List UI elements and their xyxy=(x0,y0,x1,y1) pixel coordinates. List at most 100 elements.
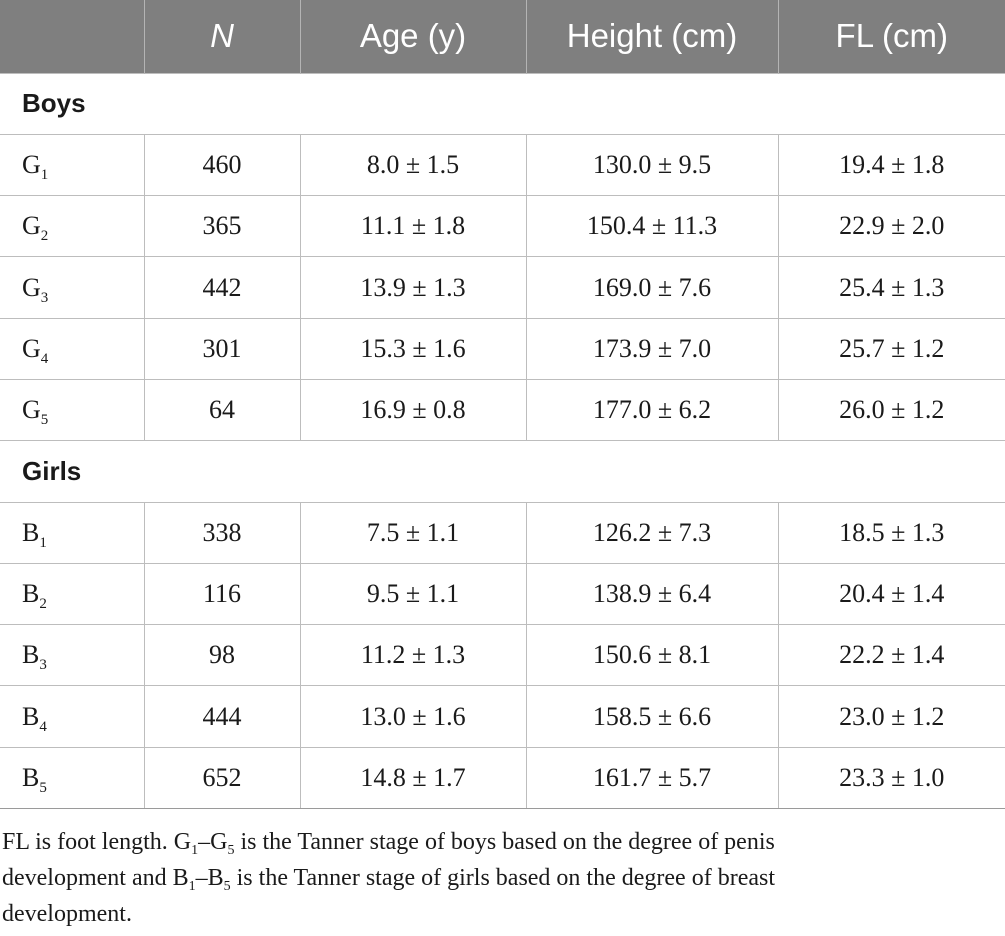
stage-number: 5 xyxy=(39,779,47,796)
table-row: G1 460 8.0 ± 1.5 130.0 ± 9.5 19.4 ± 1.8 xyxy=(0,133,1005,197)
height-cell: 158.5 ± 6.6 xyxy=(525,685,779,748)
footnote-subscript: 5 xyxy=(227,843,235,858)
results-table: N Age (y) Height (cm) FL (cm) Boys G1 460 8… xyxy=(0,0,1005,810)
section-row: Boys xyxy=(0,72,1005,135)
stage-cell: B4 xyxy=(0,685,145,748)
stage-letter: G xyxy=(22,333,41,363)
stage-cell: G1 xyxy=(0,133,145,197)
n-cell: 301 xyxy=(143,317,301,380)
stage-cell: G5 xyxy=(0,378,145,442)
age-cell: 9.5 ± 1.1 xyxy=(299,562,527,626)
footnote-subscript: 5 xyxy=(223,879,231,894)
age-cell: 11.2 ± 1.3 xyxy=(299,624,527,687)
n-cell: 460 xyxy=(143,133,301,197)
fl-cell: 22.2 ± 1.4 xyxy=(777,624,1005,687)
age-cell: 13.9 ± 1.3 xyxy=(299,256,527,319)
stage-number: 3 xyxy=(39,657,47,674)
fl-cell: 23.0 ± 1.2 xyxy=(777,685,1005,748)
n-cell: 444 xyxy=(143,685,301,748)
footnote-line: FL is foot length. G1–G5 is the Tanner s… xyxy=(2,824,992,860)
stage-letter: G xyxy=(22,211,41,241)
header-n: N xyxy=(143,0,300,73)
stage-number: 4 xyxy=(39,718,47,735)
footnote-text: is the Tanner stage of girls based on th… xyxy=(230,865,775,891)
table-row: G3 442 13.9 ± 1.3 169.0 ± 7.6 25.4 ± 1.3 xyxy=(0,256,1005,319)
footnote-subscript: 1 xyxy=(191,843,199,858)
n-cell: 98 xyxy=(143,624,301,687)
fl-cell: 26.0 ± 1.2 xyxy=(777,378,1005,442)
table-row: G4 301 15.3 ± 1.6 173.9 ± 7.0 25.7 ± 1.2 xyxy=(0,317,1005,380)
footnote-text: –G xyxy=(198,829,228,855)
header-fl: FL (cm) xyxy=(777,0,1005,73)
height-cell: 138.9 ± 6.4 xyxy=(525,562,779,626)
stage-cell: B3 xyxy=(0,624,145,687)
footnote-text: development and B xyxy=(2,865,189,891)
age-cell: 16.9 ± 0.8 xyxy=(299,378,527,442)
footnote-text: development. xyxy=(2,901,132,927)
table-row: B2 116 9.5 ± 1.1 138.9 ± 6.4 20.4 ± 1.4 xyxy=(0,562,1005,626)
height-cell: 150.6 ± 8.1 xyxy=(525,624,779,687)
footnote: FL is foot length. G1–G5 is the Tanner s… xyxy=(2,824,992,932)
section-title: Girls xyxy=(0,440,1005,503)
n-cell: 64 xyxy=(143,378,301,442)
stage-cell: B1 xyxy=(0,501,145,564)
fl-cell: 20.4 ± 1.4 xyxy=(777,562,1005,626)
n-cell: 652 xyxy=(143,746,301,810)
stage-number: 3 xyxy=(40,289,49,306)
height-cell: 161.7 ± 5.7 xyxy=(525,746,779,810)
stage-number: 4 xyxy=(40,350,49,367)
table-row: B5 652 14.8 ± 1.7 161.7 ± 5.7 23.3 ± 1.0 xyxy=(0,746,1005,810)
stage-letter: B xyxy=(22,701,40,731)
header-stage xyxy=(0,0,144,73)
n-cell: 365 xyxy=(143,195,301,258)
stage-letter: B xyxy=(22,762,40,792)
stage-letter: B xyxy=(22,640,40,670)
age-cell: 11.1 ± 1.8 xyxy=(299,195,527,258)
fl-cell: 18.5 ± 1.3 xyxy=(777,501,1005,564)
height-cell: 130.0 ± 9.5 xyxy=(525,133,779,197)
age-cell: 14.8 ± 1.7 xyxy=(299,746,527,810)
fl-cell: 25.4 ± 1.3 xyxy=(777,256,1005,319)
stage-number: 2 xyxy=(39,596,47,613)
footnote-subscript: 1 xyxy=(188,879,196,894)
section-title: Boys xyxy=(0,72,1005,135)
fl-cell: 25.7 ± 1.2 xyxy=(777,317,1005,380)
age-cell: 7.5 ± 1.1 xyxy=(299,501,527,564)
footnote-line: development. xyxy=(2,896,992,932)
table-row: G5 64 16.9 ± 0.8 177.0 ± 6.2 26.0 ± 1.2 xyxy=(0,378,1005,442)
fl-cell: 23.3 ± 1.0 xyxy=(777,746,1005,810)
fl-cell: 19.4 ± 1.8 xyxy=(777,133,1005,197)
header-row: N Age (y) Height (cm) FL (cm) xyxy=(0,0,1005,73)
table-row: B1 338 7.5 ± 1.1 126.2 ± 7.3 18.5 ± 1.3 xyxy=(0,501,1005,564)
footnote-text: is the Tanner stage of boys based on the… xyxy=(234,829,775,855)
height-cell: 177.0 ± 6.2 xyxy=(525,378,779,442)
footnote-text: FL is foot length. G xyxy=(2,829,192,855)
stage-letter: G xyxy=(22,272,41,302)
table-body: Boys G1 460 8.0 ± 1.5 130.0 ± 9.5 19.4 ± 1.8 G… xyxy=(0,72,1005,810)
stage-letter: G xyxy=(22,395,41,425)
stage-cell: G4 xyxy=(0,317,145,380)
stage-cell: G2 xyxy=(0,195,145,258)
age-cell: 15.3 ± 1.6 xyxy=(299,317,527,380)
table-row: B4 444 13.0 ± 1.6 158.5 ± 6.6 23.0 ± 1.2 xyxy=(0,685,1005,748)
age-cell: 13.0 ± 1.6 xyxy=(299,685,527,748)
height-cell: 150.4 ± 11.3 xyxy=(525,195,779,258)
height-cell: 126.2 ± 7.3 xyxy=(525,501,779,564)
n-cell: 338 xyxy=(143,501,301,564)
stage-number: 1 xyxy=(39,534,47,551)
stage-number: 2 xyxy=(40,228,49,245)
stage-cell: B2 xyxy=(0,562,145,626)
height-cell: 173.9 ± 7.0 xyxy=(525,317,779,380)
stage-number: 5 xyxy=(40,412,49,429)
table-row: B3 98 11.2 ± 1.3 150.6 ± 8.1 22.2 ± 1.4 xyxy=(0,624,1005,687)
stage-letter: B xyxy=(22,517,40,547)
stage-cell: G3 xyxy=(0,256,145,319)
footnote-text: –B xyxy=(195,865,224,891)
stage-letter: G xyxy=(22,149,41,179)
stage-cell: B5 xyxy=(0,746,145,810)
n-cell: 116 xyxy=(143,562,301,626)
height-cell: 169.0 ± 7.6 xyxy=(525,256,779,319)
footnote-line: development and B1–B5 is the Tanner stag… xyxy=(2,860,992,896)
table-row: G2 365 11.1 ± 1.8 150.4 ± 11.3 22.9 ± 2.0 xyxy=(0,195,1005,258)
fl-cell: 22.9 ± 2.0 xyxy=(777,195,1005,258)
